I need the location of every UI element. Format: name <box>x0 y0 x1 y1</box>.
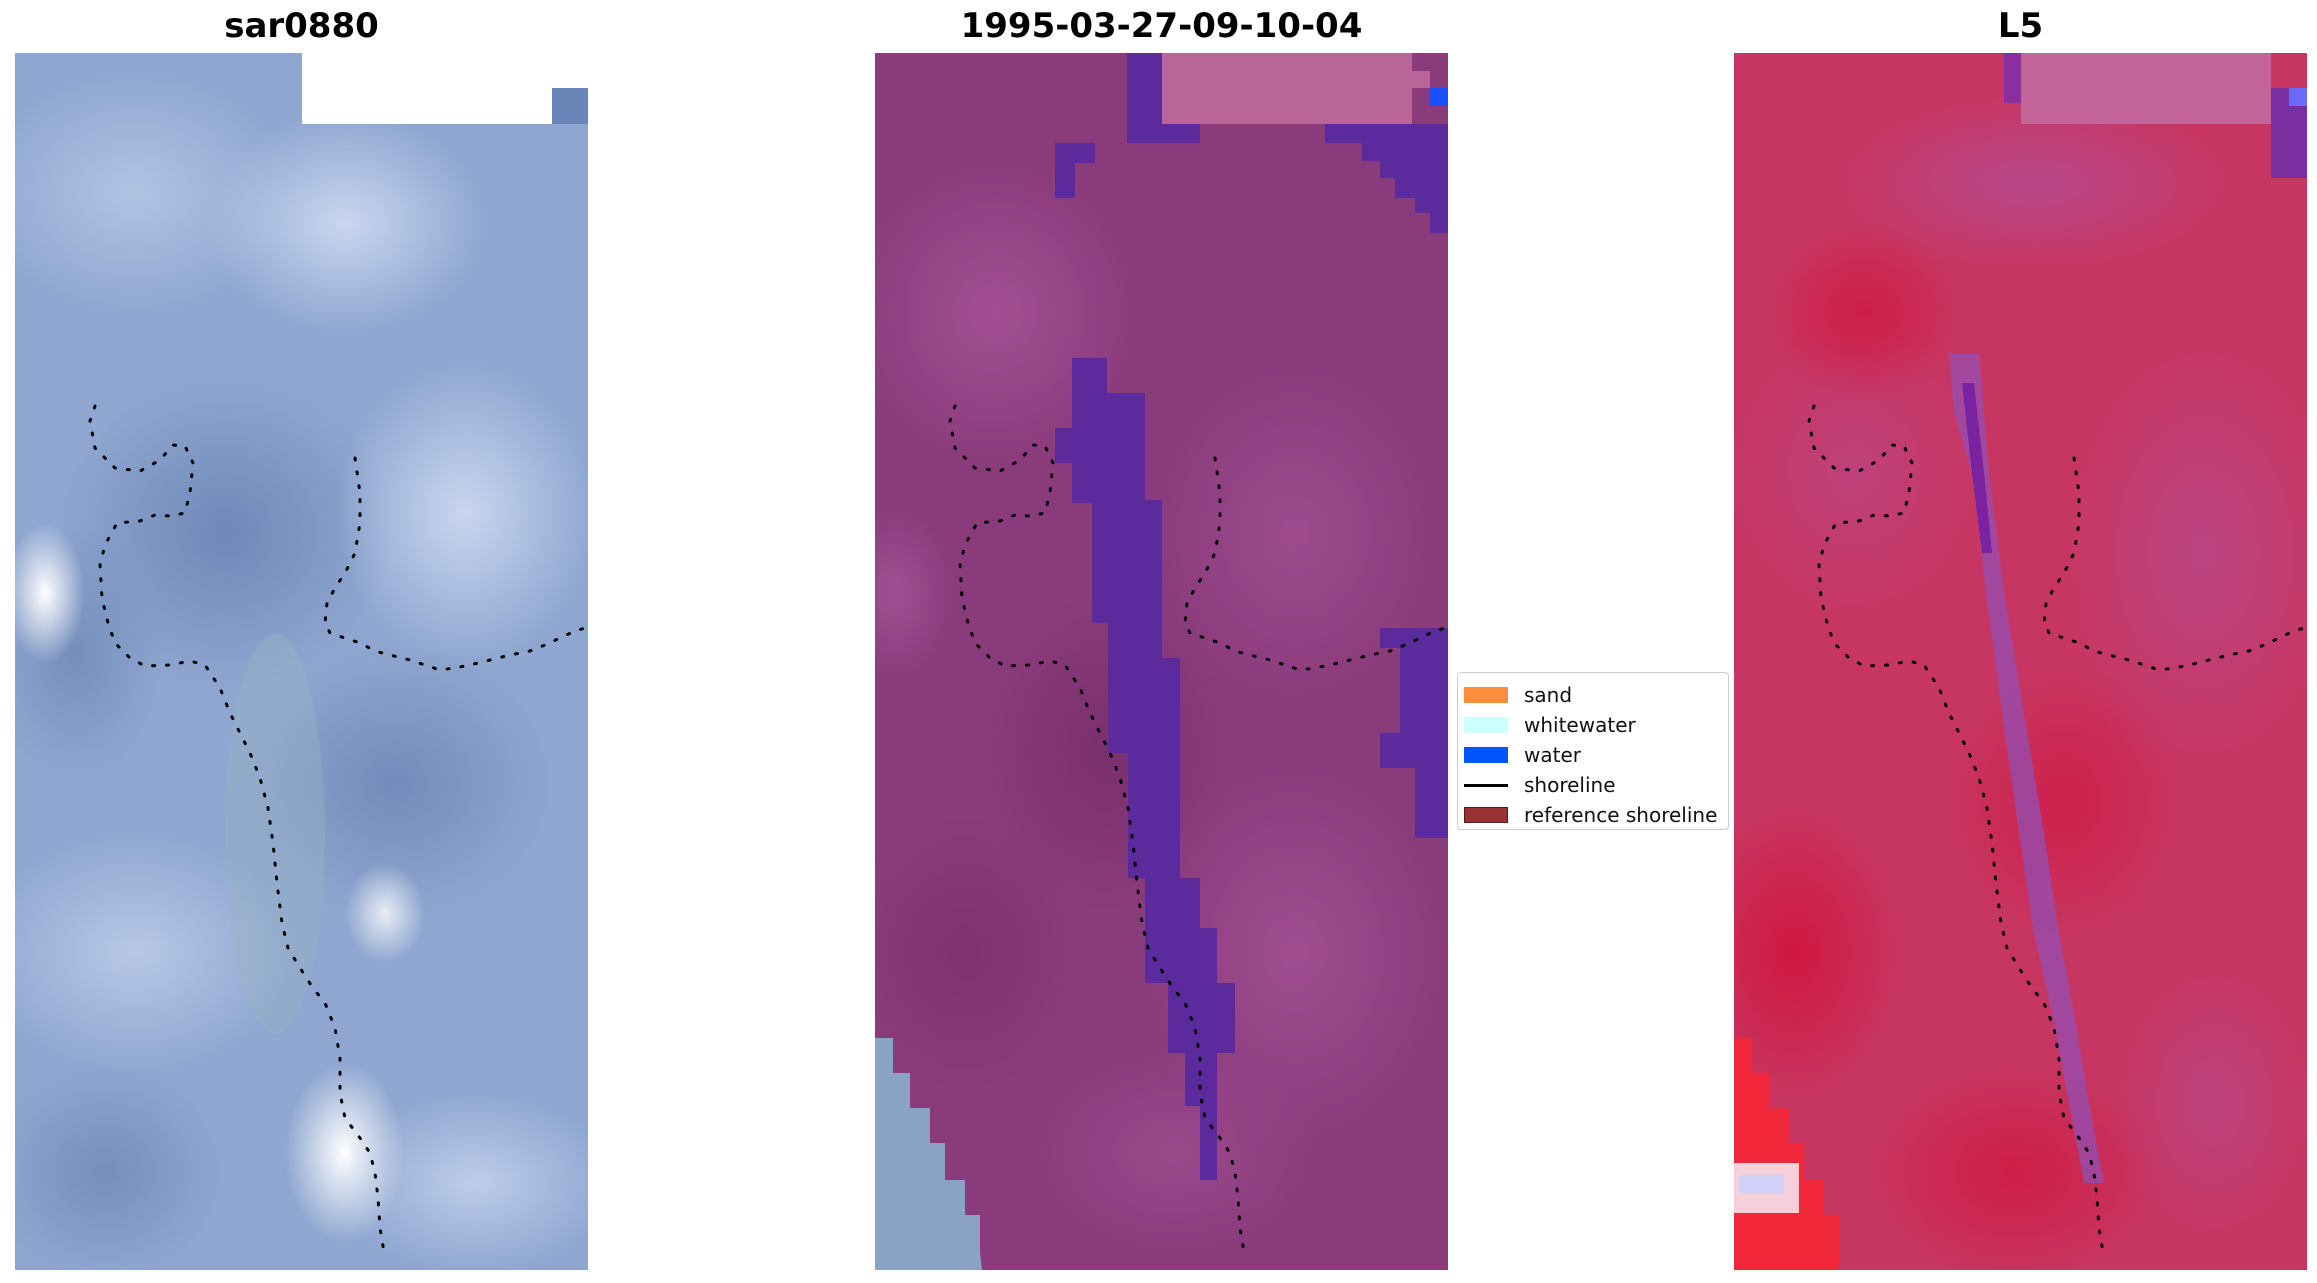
legend-item-whitewater: whitewater <box>1464 713 1636 737</box>
legend-label: shoreline <box>1524 773 1616 797</box>
panel-title-3: L5 <box>1997 6 2044 46</box>
legend-label: sand <box>1524 683 1573 707</box>
legend-label: water <box>1524 743 1581 767</box>
panel-title-2: 1995-03-27-09-10-04 <box>960 6 1363 46</box>
panel-title-1: sar0880 <box>224 6 379 46</box>
shoreline-dots <box>948 404 1447 1260</box>
legend-label: reference shoreline <box>1524 803 1718 827</box>
legend-item-water: water <box>1464 743 1581 767</box>
legend-item-shoreline: shoreline <box>1464 773 1616 797</box>
whitewater-swatch <box>1464 717 1508 733</box>
satellite-image-panel <box>15 53 588 1270</box>
legend-item-sand: sand <box>1464 683 1572 707</box>
reference-shoreline-swatch <box>1464 807 1508 823</box>
satellite-image <box>15 53 588 1270</box>
shoreline-line-swatch <box>1464 783 1508 787</box>
index-image-panel <box>1734 53 2307 1270</box>
legend: sand whitewater water shoreline referenc… <box>1457 672 1729 830</box>
classified-image-panel <box>875 53 1448 1270</box>
index-image <box>1734 53 2307 1270</box>
legend-item-reference-shoreline: reference shoreline <box>1464 803 1717 827</box>
classified-image <box>875 53 1448 1270</box>
legend-label: whitewater <box>1524 713 1636 737</box>
shoreline-dots <box>1807 404 2306 1260</box>
shoreline-dots <box>88 404 587 1260</box>
water-swatch <box>1464 747 1508 763</box>
sand-swatch <box>1464 687 1508 703</box>
